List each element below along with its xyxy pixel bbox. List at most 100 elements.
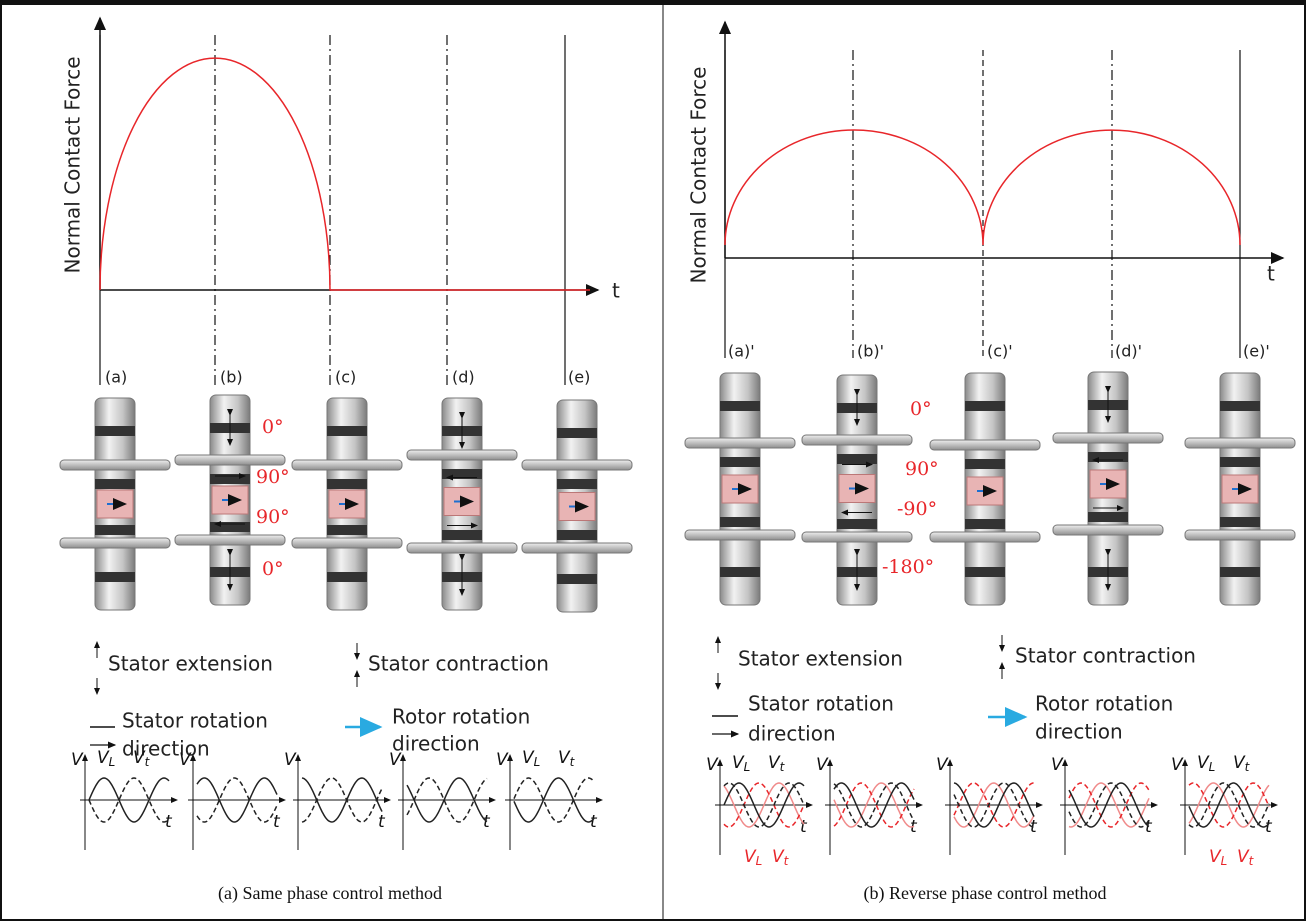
wave-curve bbox=[513, 777, 595, 823]
wave-t: t bbox=[378, 812, 386, 832]
wave-curve bbox=[833, 782, 915, 828]
legend-stator-rotation: Stator rotation bbox=[748, 692, 894, 716]
angle-label: -180° bbox=[882, 556, 934, 578]
wave-curve bbox=[196, 777, 278, 823]
rod-band bbox=[557, 530, 597, 540]
wave-v: V bbox=[284, 750, 297, 770]
wave-label-main: V bbox=[558, 748, 571, 768]
wave-t: t bbox=[1030, 817, 1038, 837]
stage-label: (a)' bbox=[728, 342, 755, 361]
y-axis-label: Normal Contact Force bbox=[61, 56, 85, 273]
angle-label: 0° bbox=[262, 416, 284, 438]
wave-curve bbox=[723, 782, 805, 828]
wave-t: t bbox=[1265, 817, 1273, 837]
rod-flange bbox=[1052, 432, 1164, 444]
legend-rotor-rotation: direction bbox=[1035, 720, 1123, 744]
rod-flange bbox=[174, 534, 286, 546]
wave-curve bbox=[1068, 782, 1150, 828]
wave-label: VL bbox=[522, 748, 540, 769]
wave-curve bbox=[301, 777, 383, 823]
wave-v: V bbox=[1051, 755, 1064, 775]
rod-band bbox=[720, 517, 760, 527]
wave-t: t bbox=[1145, 817, 1153, 837]
x-axis-label: t bbox=[612, 279, 620, 303]
wave-curve bbox=[406, 777, 488, 823]
wave-curve bbox=[1188, 782, 1270, 828]
rod-band bbox=[557, 574, 597, 584]
wave-t: t bbox=[910, 817, 918, 837]
rod-band bbox=[442, 530, 482, 540]
stator-rod bbox=[684, 372, 796, 606]
rod-flange bbox=[291, 459, 403, 471]
stator-rod bbox=[174, 394, 286, 606]
wave-t: t bbox=[800, 817, 808, 837]
wave-label-sub: t bbox=[570, 755, 576, 769]
wave-label: VL bbox=[1209, 847, 1227, 868]
wave-curve bbox=[1188, 782, 1270, 828]
wave-v: V bbox=[389, 750, 402, 770]
rod-flange bbox=[406, 542, 518, 554]
rod-flange bbox=[1184, 437, 1296, 449]
stage-label: (a) bbox=[105, 368, 127, 387]
wave-label-sub: L bbox=[756, 854, 763, 868]
rod-flange bbox=[521, 542, 633, 554]
rotor bbox=[558, 492, 596, 521]
wave-label-main: V bbox=[1233, 753, 1246, 773]
wave-v: V bbox=[179, 750, 192, 770]
wave-curve bbox=[196, 777, 278, 823]
legend-stator-rotation: Stator rotation bbox=[122, 709, 268, 733]
stage-label: (c) bbox=[335, 368, 356, 387]
rod-band bbox=[837, 454, 877, 464]
rod-flange bbox=[521, 459, 633, 471]
wave-curve bbox=[88, 777, 170, 823]
wave-curve bbox=[1068, 782, 1150, 828]
stator-rod bbox=[1184, 372, 1296, 606]
wave-curve bbox=[953, 782, 1035, 828]
rod-band bbox=[720, 401, 760, 411]
rod-band bbox=[965, 519, 1005, 529]
rod-band bbox=[1220, 457, 1260, 467]
rod-band bbox=[210, 474, 250, 484]
rod-band bbox=[95, 525, 135, 535]
rod-band bbox=[1220, 567, 1260, 577]
wave-label-sub: t bbox=[145, 755, 151, 769]
rod-band bbox=[720, 457, 760, 467]
rod-band bbox=[965, 459, 1005, 469]
wave-label-sub: L bbox=[1221, 854, 1228, 868]
angle-label: 0° bbox=[262, 558, 284, 580]
stage-label: (d) bbox=[452, 368, 475, 387]
rod-band bbox=[720, 567, 760, 577]
wave-v: V bbox=[71, 750, 84, 770]
rod-band bbox=[327, 426, 367, 436]
rod-band bbox=[1220, 401, 1260, 411]
caption: (a) Same phase control method bbox=[218, 883, 442, 904]
caption: (b) Reverse phase control method bbox=[864, 883, 1107, 904]
wave-label-main: V bbox=[133, 748, 146, 768]
rod-flange bbox=[1184, 529, 1296, 541]
rod-flange bbox=[1052, 524, 1164, 536]
wave-curve bbox=[723, 782, 805, 828]
rod-band bbox=[965, 567, 1005, 577]
rotor bbox=[838, 474, 876, 503]
wave-label-main: V bbox=[732, 753, 745, 773]
wave-v: V bbox=[1171, 755, 1184, 775]
wave-label-main: V bbox=[97, 748, 110, 768]
wave-label-sub: L bbox=[534, 755, 541, 769]
wave-v: V bbox=[496, 750, 509, 770]
rod-flange bbox=[801, 434, 913, 446]
wave-label-main: V bbox=[1197, 753, 1210, 773]
angle-label: -90° bbox=[897, 498, 937, 520]
rod-band bbox=[965, 401, 1005, 411]
angle-label: 0° bbox=[910, 398, 932, 420]
wave-curve bbox=[723, 782, 805, 828]
force-curve bbox=[99, 57, 590, 291]
force-curve bbox=[724, 129, 1241, 246]
angle-label: 90° bbox=[256, 506, 290, 528]
stage-label: (b)' bbox=[857, 342, 884, 361]
stage-label: (c)' bbox=[987, 342, 1013, 361]
wave-label-main: V bbox=[772, 847, 785, 867]
rod-band bbox=[327, 479, 367, 489]
legend-extension: Stator extension bbox=[738, 647, 903, 671]
rod-band bbox=[210, 522, 250, 532]
rod-flange bbox=[406, 449, 518, 461]
